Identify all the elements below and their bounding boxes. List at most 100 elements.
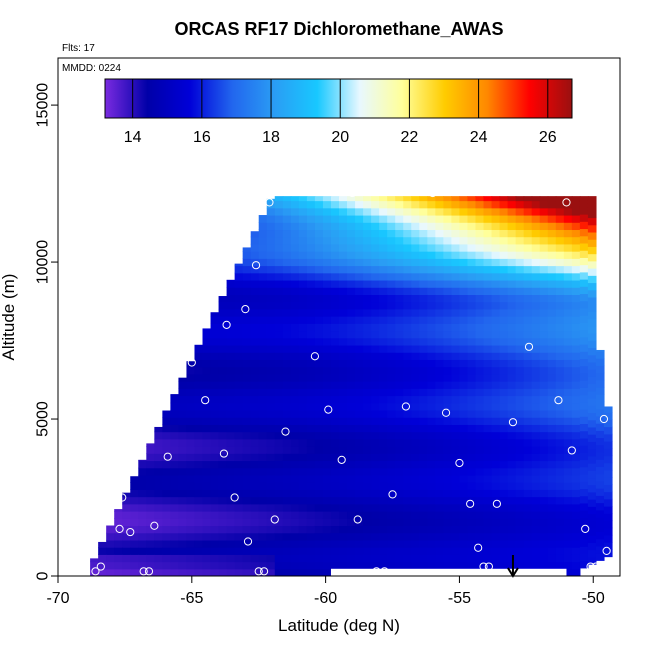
heatmap-cell [435,381,444,389]
heatmap-cell [499,196,509,202]
heatmap-cell [595,394,605,403]
heatmap-cell [483,547,493,555]
heatmap-cell [258,511,268,519]
heatmap-cell [427,301,436,310]
heatmap-cell [547,424,557,433]
heatmap-cell [114,511,123,519]
heatmap-cell [371,337,380,346]
heatmap-cell [138,568,147,576]
heatmap-cell [282,308,292,317]
heatmap-cell [547,196,557,202]
heatmap-cell [387,330,396,339]
heatmap-cell [371,424,380,433]
heatmap-cell [379,287,388,295]
heatmap-cell [387,460,396,469]
heatmap-cell [314,467,324,476]
heatmap-cell [387,438,396,447]
heatmap-cell [595,502,605,511]
heatmap-cell [122,568,131,576]
heatmap-cell [282,294,292,303]
heatmap-cell [154,446,163,454]
heatmap-cell [306,547,316,555]
heatmap-cell [218,474,228,483]
heatmap-cell [539,446,549,454]
heatmap-cell [531,402,541,411]
heatmap-cell [411,316,420,324]
heatmap-cell [274,229,284,238]
heatmap-cell [282,482,292,490]
heatmap-cell [395,460,404,469]
heatmap-cell [282,388,292,397]
heatmap-cell [226,323,236,332]
heatmap-cell [395,532,404,541]
heatmap-cell [555,352,565,360]
heatmap-cell [387,474,396,483]
heatmap-cell [555,251,565,259]
heatmap-cell [146,561,155,570]
heatmap-cell [531,272,541,281]
heatmap-cell [595,372,605,381]
heatmap-cell [322,395,332,404]
heatmap-cell [587,354,597,363]
x-tick-label: -50 [582,590,605,607]
heatmap-cell [587,462,597,471]
heatmap-cell [218,532,228,541]
heatmap-cell [547,214,557,223]
heatmap-cell [587,499,597,507]
heatmap-cell [242,330,252,339]
heatmap-cell [242,272,252,281]
heatmap-cell [411,438,420,447]
heatmap-cell [162,547,171,555]
heatmap-cell [547,222,557,231]
heatmap-cell [322,279,332,288]
heatmap-cell [194,453,204,462]
heatmap-cell [547,395,557,404]
heatmap-cell [587,231,597,240]
heatmap-cell [523,279,533,288]
heatmap-cell [194,359,204,368]
heatmap-cell [330,496,340,505]
heatmap-cell [322,568,332,576]
heatmap-cell [274,344,284,353]
heatmap-cell [379,402,388,411]
heatmap-cell [531,229,541,238]
heatmap-cell [226,525,236,534]
heatmap-cell [483,438,493,447]
heatmap-cell [314,561,324,570]
heatmap-cell [427,518,436,527]
heatmap-cell [499,229,509,238]
heatmap-cell [539,474,549,483]
heatmap-cell [339,229,348,238]
heatmap-cell [363,352,372,360]
heatmap-cell [363,474,372,483]
heatmap-cell [138,554,147,563]
heatmap-cell [186,525,196,534]
heatmap-cell [483,236,493,245]
heatmap-cell [475,207,485,216]
heatmap-cell [571,359,581,368]
heatmap-cell [507,525,517,534]
heatmap-cell [330,417,340,425]
heatmap-cell [483,489,493,498]
heatmap-cell [523,294,533,303]
heatmap-cell [322,431,332,440]
heatmap-cell [290,518,300,527]
heatmap-cell [98,554,107,563]
heatmap-cell [98,541,107,548]
heatmap-cell [403,308,412,317]
heatmap-cell [475,409,485,418]
heatmap-cell [258,431,268,440]
heatmap-cell [330,359,340,368]
heatmap-cell [563,272,573,281]
heatmap-cell [194,489,204,498]
heatmap-cell [443,424,452,433]
heatmap-cell [250,395,260,404]
sample-point [201,396,210,405]
heatmap-cell [587,412,597,421]
heatmap-cell [314,554,324,563]
heatmap-cell [114,518,123,527]
heatmap-cell [571,568,581,576]
heatmap-cell [347,525,356,534]
heatmap-cell [218,395,228,404]
heatmap-cell [210,359,220,368]
